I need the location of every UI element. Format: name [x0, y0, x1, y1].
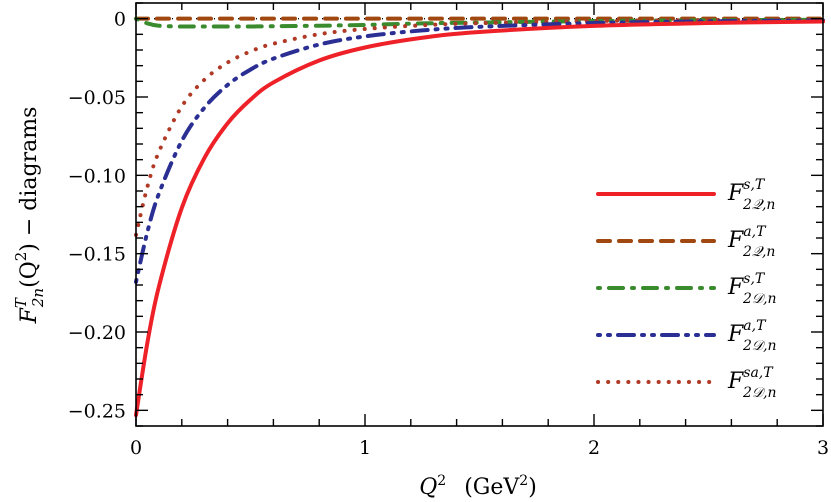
legend-label-sub: 2𝒟,n: [742, 338, 777, 354]
legend-item: Fs,T 2𝒟,n: [596, 271, 777, 307]
legend-label-sup: s,T: [743, 271, 766, 287]
x-axis-title: Q2 (GeV2): [419, 473, 537, 500]
legend-item: Fsa,T 2𝒟,n: [596, 365, 777, 401]
legend-label-sup: a,T: [743, 318, 767, 334]
y-tick-label: −0.10: [68, 165, 126, 187]
y-tick-label: −0.20: [68, 322, 126, 344]
legend-label: Fa,T 2𝒬,n: [727, 224, 775, 260]
legend-label-sub: 2𝒬,n: [742, 197, 775, 213]
legend-item: Fs,T 2𝒬,n: [596, 177, 775, 213]
legend-label-sup: s,T: [743, 177, 766, 193]
legend-label-sub: 2𝒟,n: [742, 291, 777, 307]
legend-label-sup: a,T: [743, 224, 767, 240]
legend-label: Fa,T 2𝒟,n: [727, 318, 777, 354]
x-tick-label: 1: [359, 437, 371, 459]
legend-item: Fa,T 2𝒟,n: [596, 318, 777, 354]
y-tick-label: −0.25: [68, 400, 126, 422]
plot-lines: [134, 16, 825, 418]
legend-label-base: F: [727, 228, 744, 253]
axis-ticks: [135, 2, 824, 427]
legend-label: Fs,T 2𝒟,n: [727, 271, 777, 307]
x-tick-label: 2: [588, 437, 600, 459]
legend-item: Fa,T 2𝒬,n: [596, 224, 775, 260]
legend-label-sub: 2𝒬,n: [742, 244, 775, 260]
series-line-0: [134, 19, 825, 418]
series-line-4: [134, 17, 825, 237]
series-line-3: [134, 18, 825, 284]
tick-labels: 0−0.05−0.10−0.15−0.20−0.250 1 2 3: [68, 9, 829, 459]
legend-label: Fs,T 2𝒬,n: [727, 177, 775, 213]
x-tick-label: 0: [130, 437, 142, 459]
legend-label-base: F: [727, 181, 744, 206]
x-tick-label: 3: [817, 437, 829, 459]
legend-label-base: F: [727, 369, 744, 394]
y-tick-label: −0.15: [68, 244, 126, 266]
y-tick-label: 0: [114, 9, 126, 31]
legend-label-base: F: [727, 275, 744, 300]
y-axis-title: FT2n(Q2) − diagrams: [12, 107, 47, 325]
legend-label: Fsa,T 2𝒟,n: [727, 365, 777, 401]
legend-label-sup: sa,T: [743, 365, 774, 381]
y-tick-label: −0.05: [68, 87, 126, 109]
plot-frame: [135, 2, 824, 427]
legend-label-base: F: [727, 322, 744, 347]
legend-label-sub: 2𝒟,n: [742, 385, 777, 401]
